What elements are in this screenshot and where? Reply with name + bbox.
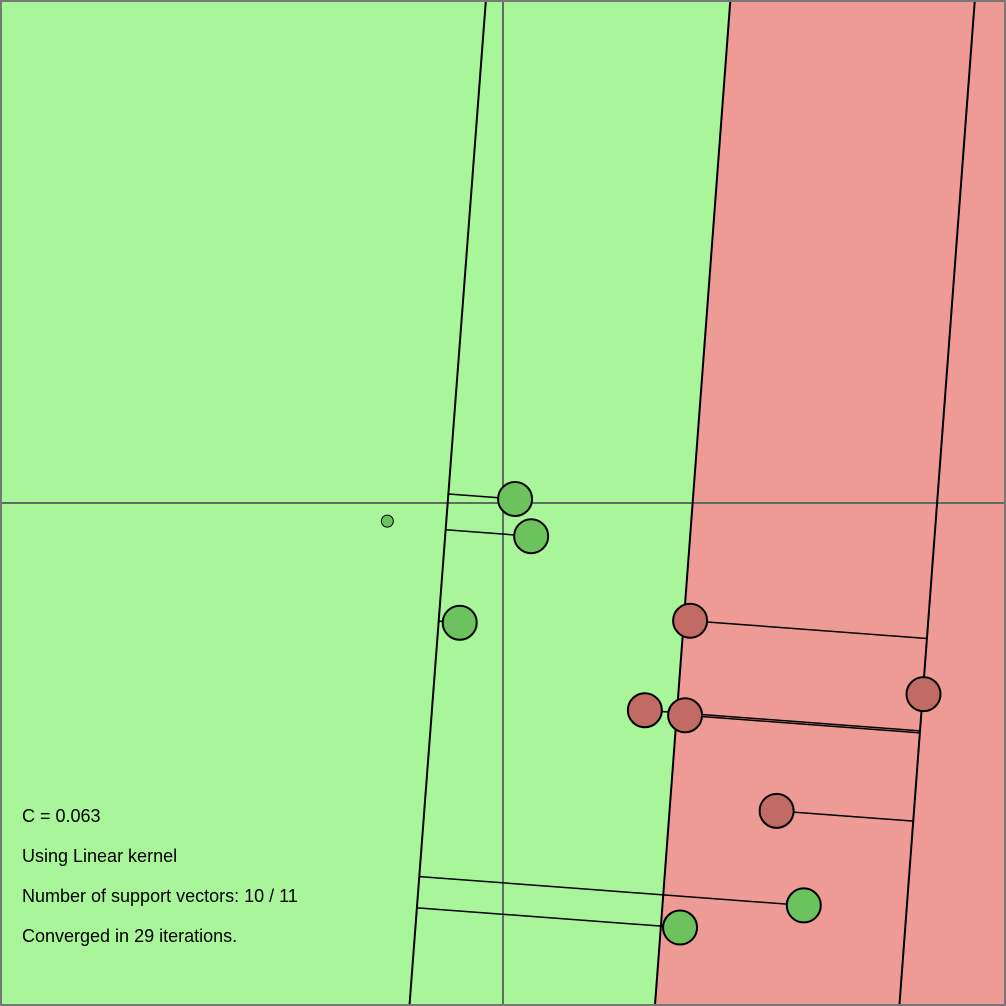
slack-segment xyxy=(690,619,927,640)
negative-point xyxy=(905,676,942,713)
slack-segment xyxy=(419,875,804,907)
margin-line-positive-side xyxy=(408,0,487,1006)
slack-segment xyxy=(776,810,914,822)
positive-point xyxy=(513,518,550,555)
support-vectors-label: Number of support vectors: 10 / 11 xyxy=(22,886,298,906)
margin-line-negative-side xyxy=(898,0,976,1006)
positive-point xyxy=(497,480,534,517)
convergence-label: Converged in 29 iterations. xyxy=(22,926,237,946)
slack-segment xyxy=(685,714,920,734)
boundary-lines xyxy=(408,0,976,1006)
c-value-label: C = 0.063 xyxy=(22,806,101,826)
negative-point xyxy=(626,692,663,729)
data-points xyxy=(380,480,942,946)
negative-point xyxy=(672,602,709,639)
info-panel: C = 0.063 Using Linear kernel Number of … xyxy=(22,806,298,946)
kernel-label: Using Linear kernel xyxy=(22,846,177,866)
negative-point xyxy=(667,697,704,734)
slack-segment xyxy=(417,907,681,929)
positive-point xyxy=(441,604,478,641)
decision-boundary-line xyxy=(653,0,732,1006)
positive-point xyxy=(380,514,394,528)
positive-point xyxy=(785,887,822,924)
negative-point xyxy=(758,792,795,829)
positive-point xyxy=(662,909,699,946)
